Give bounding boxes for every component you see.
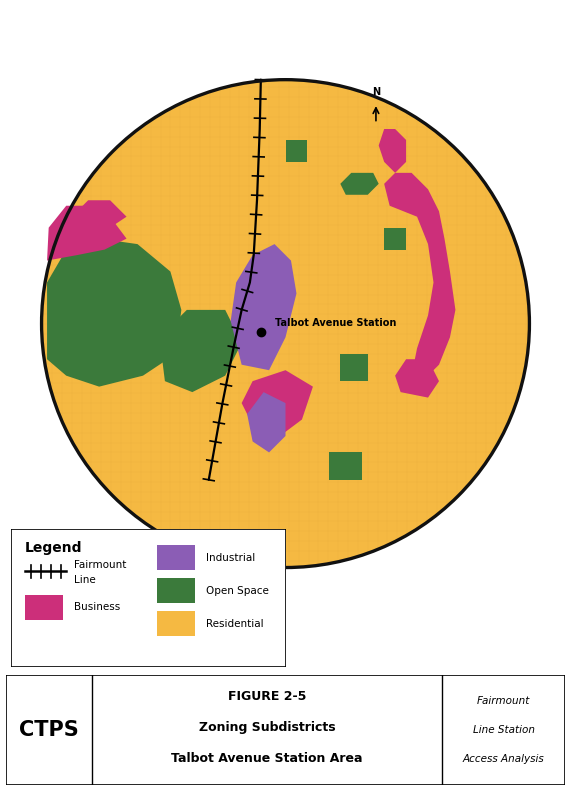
Text: Talbot Avenue Station Area: Talbot Avenue Station Area bbox=[171, 752, 363, 765]
Polygon shape bbox=[384, 228, 406, 249]
Polygon shape bbox=[66, 200, 127, 228]
Polygon shape bbox=[340, 353, 368, 381]
Bar bbox=[156, 578, 195, 604]
Text: N: N bbox=[372, 87, 380, 97]
Text: Access Analysis: Access Analysis bbox=[463, 753, 545, 764]
Polygon shape bbox=[329, 452, 362, 480]
Text: Legend: Legend bbox=[25, 541, 83, 555]
Bar bbox=[156, 545, 195, 570]
Text: Line Station: Line Station bbox=[473, 725, 534, 735]
Text: Industrial: Industrial bbox=[206, 552, 255, 563]
Circle shape bbox=[42, 80, 529, 567]
Bar bbox=[25, 595, 63, 620]
Polygon shape bbox=[247, 392, 286, 452]
Text: Line: Line bbox=[74, 574, 96, 585]
Polygon shape bbox=[242, 370, 313, 436]
Text: Residential: Residential bbox=[206, 619, 264, 629]
Text: Fairmount: Fairmount bbox=[74, 559, 127, 570]
Text: Business: Business bbox=[74, 602, 120, 612]
Polygon shape bbox=[379, 129, 406, 173]
Polygon shape bbox=[340, 173, 379, 195]
Polygon shape bbox=[395, 359, 439, 398]
Polygon shape bbox=[286, 140, 307, 162]
Polygon shape bbox=[231, 244, 296, 370]
Text: CTPS: CTPS bbox=[19, 720, 79, 740]
Text: Fairmount: Fairmount bbox=[477, 696, 530, 706]
Text: Open Space: Open Space bbox=[206, 585, 269, 596]
Text: Talbot Avenue Station: Talbot Avenue Station bbox=[275, 318, 396, 328]
Bar bbox=[156, 611, 195, 636]
Polygon shape bbox=[159, 310, 242, 392]
Polygon shape bbox=[47, 206, 127, 260]
Polygon shape bbox=[47, 238, 182, 387]
Text: Zoning Subdistricts: Zoning Subdistricts bbox=[199, 721, 335, 734]
Polygon shape bbox=[384, 173, 456, 381]
Text: FIGURE 2-5: FIGURE 2-5 bbox=[228, 690, 306, 703]
